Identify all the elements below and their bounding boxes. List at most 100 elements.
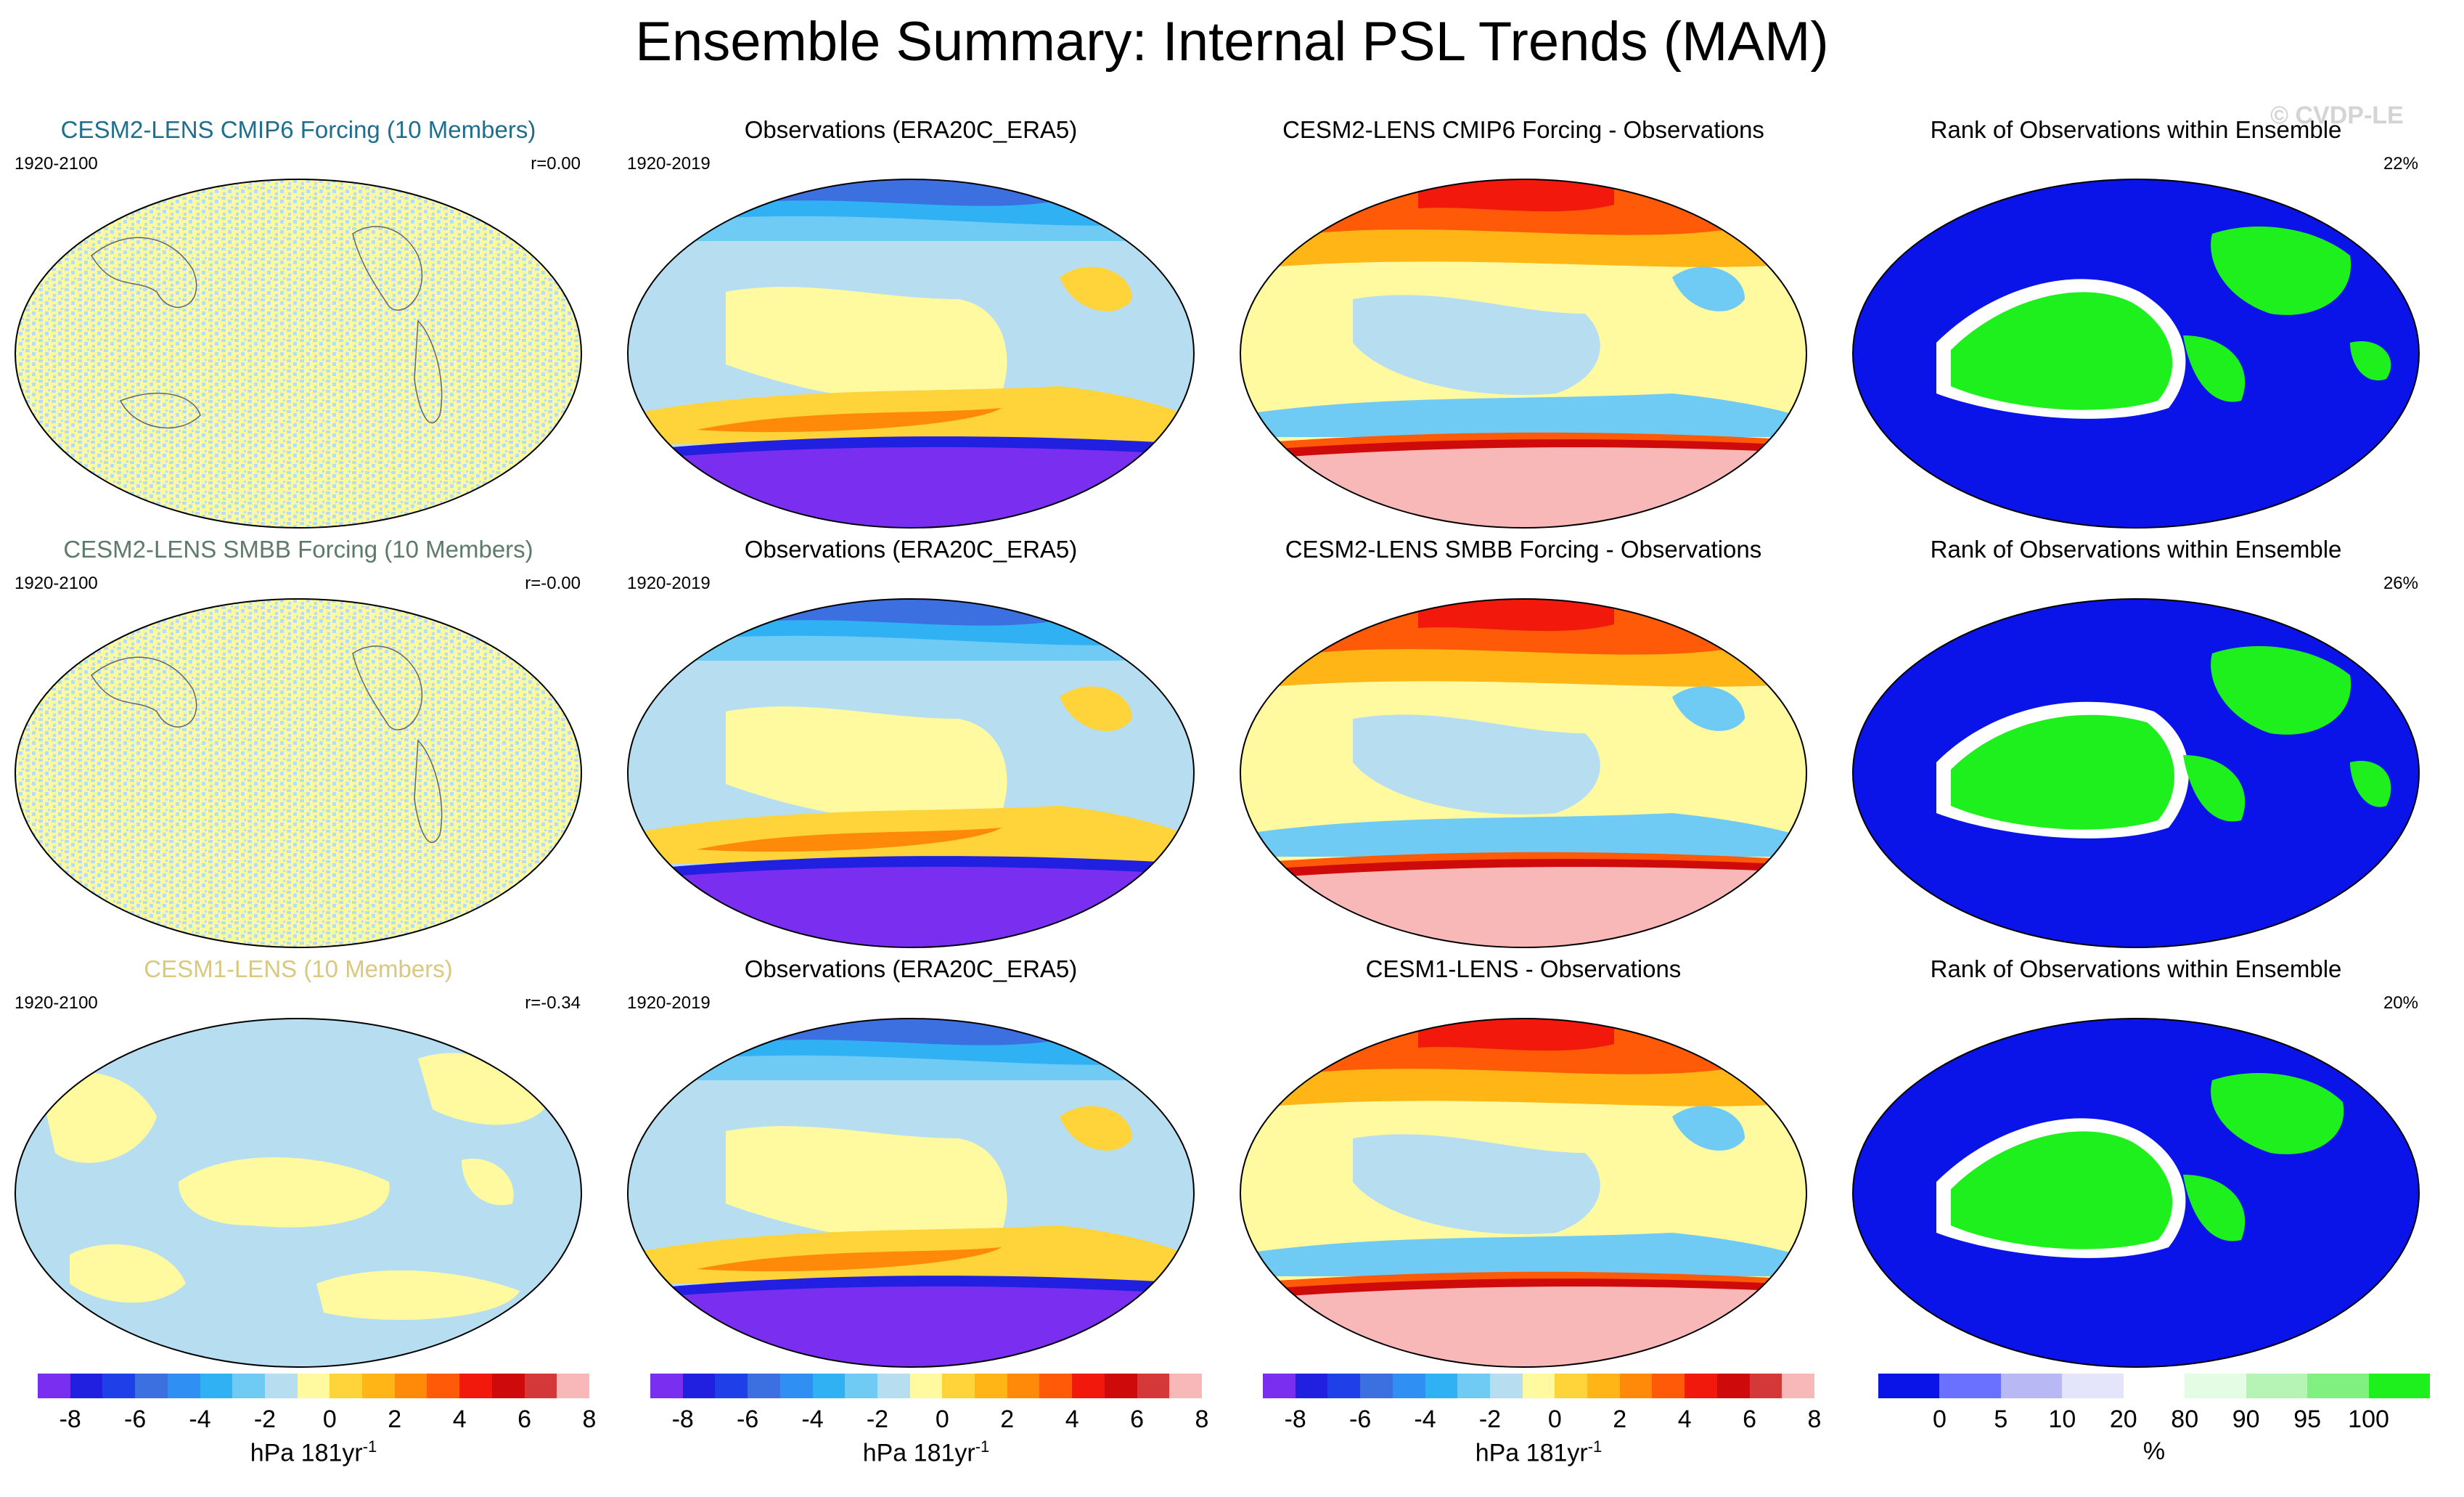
tick-label: 0 [1547,1406,1562,1433]
colorbar-swatch [1104,1374,1138,1398]
panel-diff-row2: CESM2-LENS SMBB Forcing - Observations [1237,536,1810,957]
panel-period: 1920-2100 [15,993,98,1013]
colorbar-swatch [715,1374,748,1398]
tick-label: -6 [123,1406,147,1433]
colorbar-unit: hPa 181yr-1 [862,1437,990,1467]
panel-title: Rank of Observations within Ensemble [1930,116,2342,143]
tick-label: 8 [582,1406,597,1433]
map-observations [627,1018,1195,1368]
colorbar-rank: 0 5 10 20 80 90 95 100 % [1878,1374,2431,1468]
colorbar-model: -8 -6 -4 -2 0 2 4 6 8 hPa 181yr-1 [38,1374,597,1468]
colorbar-swatch [1749,1374,1782,1398]
colorbar-swatch [779,1374,814,1398]
colorbar-swatch [682,1374,716,1398]
colorbar-swatch [135,1374,168,1398]
map-model-speckle [15,179,582,529]
tick-label: 6 [517,1406,532,1433]
map-model-cesm1 [15,1018,582,1368]
tick-label: 0 [322,1406,337,1433]
panel-title: CESM1-LENS - Observations [1365,955,1682,982]
tick-label: 4 [1065,1406,1079,1433]
colorbar-swatch [1652,1374,1685,1398]
tick-label: 2 [1000,1406,1015,1433]
tick-label: -2 [1478,1406,1502,1433]
map-model-speckle [15,598,582,948]
tick-label: 4 [452,1406,467,1433]
tick-label: -4 [1414,1406,1436,1433]
tick-label: -4 [801,1406,824,1433]
colorbar-swatch [1425,1374,1458,1398]
tick-label: 2 [388,1406,402,1433]
panel-title: CESM2-LENS CMIP6 Forcing (10 Members) [60,116,536,143]
map-rank [1852,1018,2420,1368]
tick-label: -2 [866,1406,889,1433]
panel-title: CESM2-LENS SMBB Forcing (10 Members) [63,536,533,563]
tick-label: 95 [2293,1406,2322,1433]
panel-title: Observations (ERA20C_ERA5) [744,955,1078,982]
watermark: © CVDP-LE [2270,102,2404,129]
panel-model-row2: CESM2-LENS SMBB Forcing (10 Members) 192… [12,536,585,957]
colorbar-swatch [877,1374,911,1398]
panel-title: CESM2-LENS CMIP6 Forcing - Observations [1282,116,1764,143]
colorbar-swatch [1939,1374,2002,1398]
colorbar-swatch [38,1374,71,1398]
colorbar-swatch [2062,1374,2124,1398]
tick-label: 8 [1807,1406,1822,1433]
tick-label: 8 [1195,1406,1209,1433]
colorbar-swatch [909,1374,943,1398]
colorbar-swatch [1392,1374,1426,1398]
panel-diff-row3: CESM1-LENS - Observations [1237,955,1810,1376]
colorbar-swatch [102,1374,136,1398]
colorbar-swatch [1489,1374,1523,1398]
colorbar-unit: hPa 181yr-1 [1475,1437,1603,1467]
colorbar-swatch [1587,1374,1621,1398]
panel-rank-row2: Rank of Observations within Ensemble 26% [1849,536,2423,957]
panel-model-row3: CESM1-LENS (10 Members) 1920-2100 r=-0.3… [12,955,585,1376]
colorbar-swatch [1327,1374,1361,1398]
tick-label: -8 [671,1406,694,1433]
colorbar-swatch [1137,1374,1170,1398]
colorbar-swatch [2246,1374,2308,1398]
colorbar-swatch [845,1374,878,1398]
colorbar-swatch [524,1374,557,1398]
colorbar-swatch [427,1374,460,1398]
colorbar-swatch [1555,1374,1588,1398]
colorbar-ticks: -8 -6 -4 -2 0 2 4 6 8 [38,1406,597,1435]
tick-label: 5 [1994,1406,2008,1433]
colorbar-swatch [1878,1374,1940,1398]
panel-title: CESM2-LENS SMBB Forcing - Observations [1285,536,1762,563]
panel-title: Observations (ERA20C_ERA5) [744,116,1078,143]
colorbar-swatch [1072,1374,1105,1398]
colorbar-ticks: -8 -6 -4 -2 0 2 4 6 8 [1263,1406,1822,1435]
panel-model-row1: CESM2-LENS CMIP6 Forcing (10 Members) 19… [12,116,585,537]
figure-title: Ensemble Summary: Internal PSL Trends (M… [635,11,1829,73]
tick-label: 0 [1932,1406,1947,1433]
panel-period: 1920-2100 [15,574,98,593]
colorbar-swatch [650,1374,684,1398]
tick-label: -4 [189,1406,211,1433]
colorbar-swatch [362,1374,396,1398]
colorbar-swatch [1039,1374,1073,1398]
map-observations [627,598,1195,948]
tick-label: 80 [2171,1406,2199,1433]
colorbar-swatch [1360,1374,1393,1398]
colorbar-observations: -8 -6 -4 -2 0 2 4 6 8 hPa 181yr-1 [650,1374,1208,1468]
tick-label: -6 [1348,1406,1372,1433]
panel-period: 1920-2019 [627,154,711,174]
colorbar-swatch [975,1374,1008,1398]
colorbar-swatch [1169,1374,1203,1398]
colorbar-swatch [2185,1374,2247,1398]
rank-area-percent: 26% [2383,574,2418,593]
colorbar-ticks: 0 5 10 20 80 90 95 100 [1878,1406,2430,1435]
colorbar-swatch [2000,1374,2063,1398]
colorbar-swatch [1782,1374,1815,1398]
colorbar-swatch [1295,1374,1328,1398]
tick-label: 20 [2109,1406,2137,1433]
tick-label: 6 [1130,1406,1145,1433]
colorbar-swatch [232,1374,266,1398]
colorbar-swatch [1619,1374,1653,1398]
map-difference [1240,179,1807,529]
tick-label: 4 [1677,1406,1692,1433]
tick-label: 0 [935,1406,949,1433]
colorbar-swatch [200,1374,233,1398]
